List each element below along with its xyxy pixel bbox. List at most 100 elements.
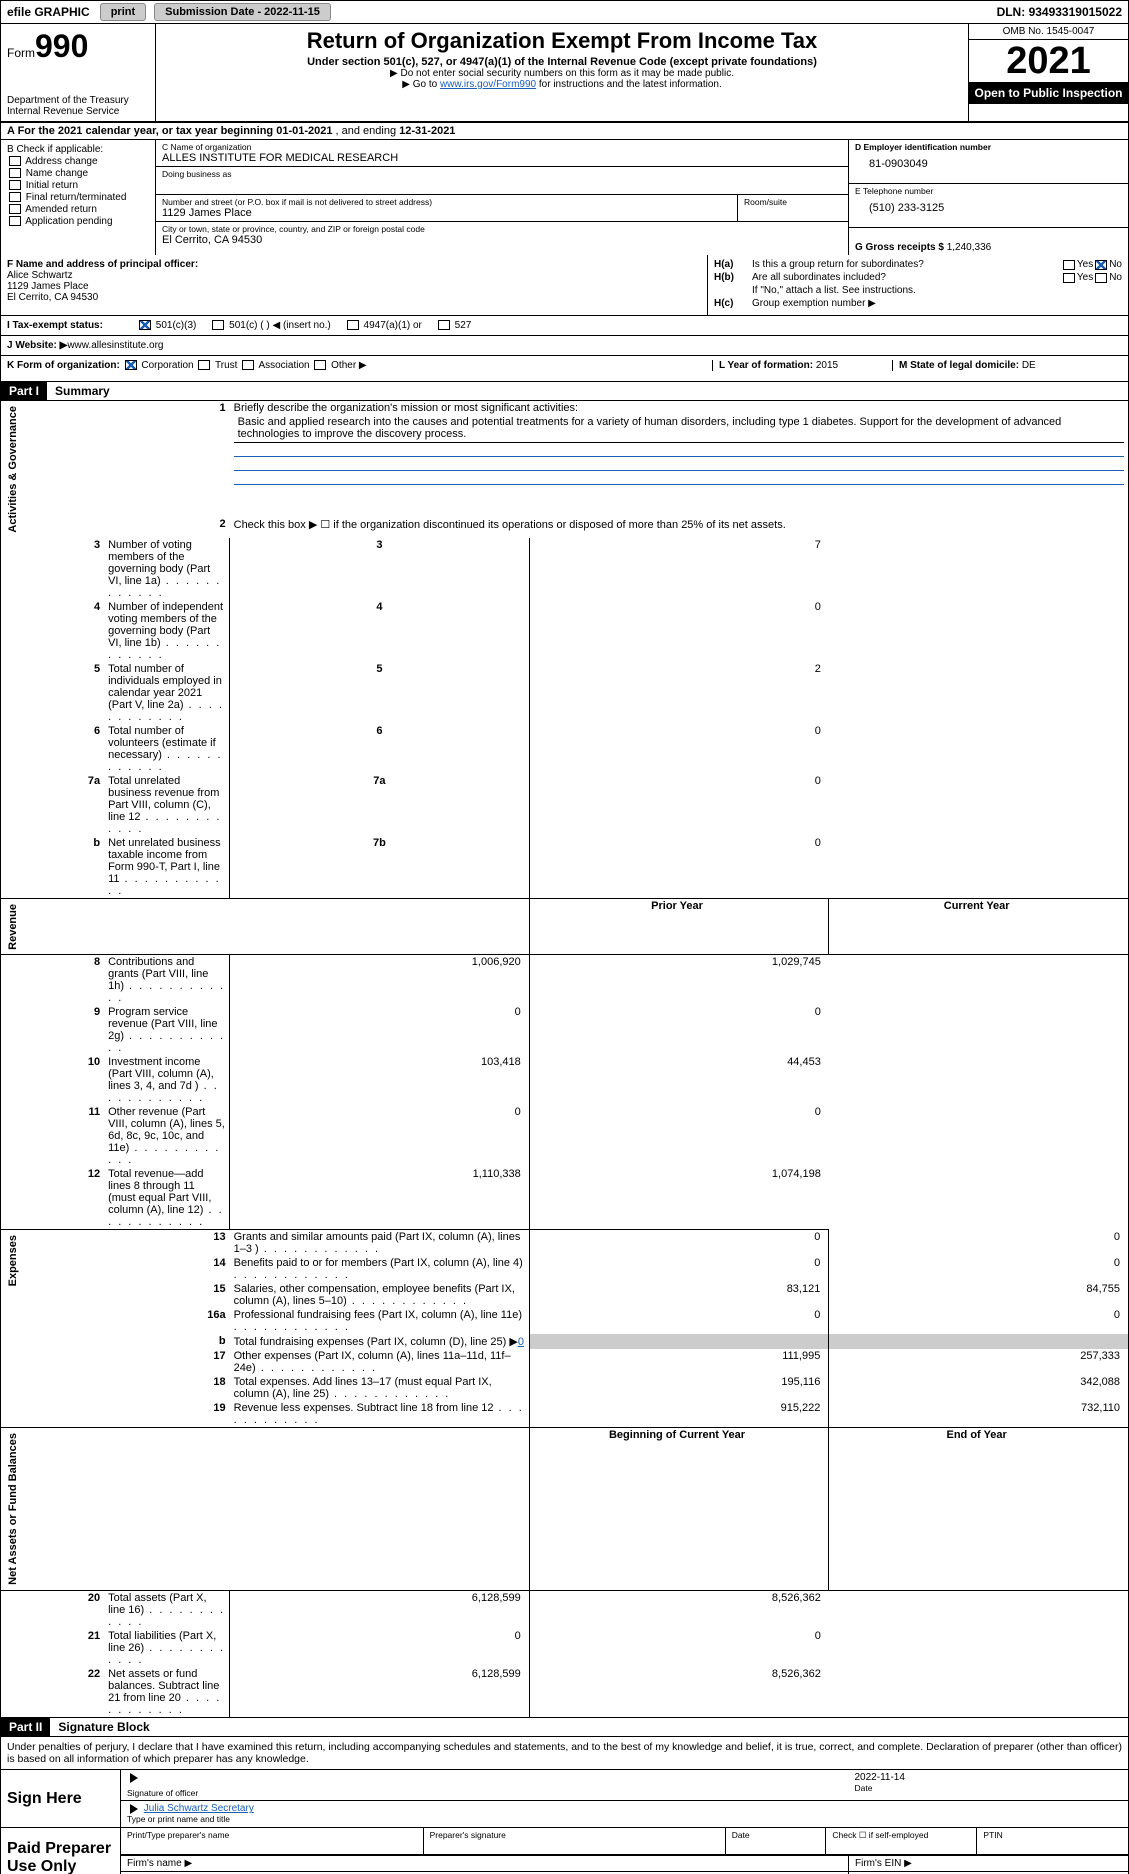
checkbox-icon[interactable] bbox=[1063, 273, 1075, 283]
opt-label: 4947(a)(1) or bbox=[364, 320, 422, 331]
year-formation-label: L Year of formation: bbox=[719, 360, 816, 371]
line-num: 19 bbox=[104, 1401, 230, 1428]
checkbox-icon[interactable] bbox=[198, 360, 210, 370]
state-domicile: DE bbox=[1022, 360, 1036, 371]
chk-label: Initial return bbox=[26, 180, 78, 191]
line-text: Number of voting members of the governin… bbox=[104, 538, 230, 600]
opt-501c[interactable]: 501(c) ( ) ◀ (insert no.) bbox=[210, 320, 330, 331]
header-left: Form990 Department of the Treasury Inter… bbox=[1, 24, 156, 121]
curr-val: 0 bbox=[529, 1105, 829, 1167]
arrow-icon bbox=[130, 1804, 138, 1814]
chk-final[interactable]: Final return/terminated bbox=[7, 192, 149, 203]
prior-val: 83,121 bbox=[529, 1282, 829, 1308]
blank bbox=[104, 1428, 529, 1591]
chk-initial[interactable]: Initial return bbox=[7, 180, 149, 191]
checkbox-icon bbox=[9, 168, 21, 178]
table-row: Expenses 13 Grants and similar amounts p… bbox=[1, 1230, 1129, 1257]
line-num: 15 bbox=[104, 1282, 230, 1308]
org-name: ALLES INSTITUTE FOR MEDICAL RESEARCH bbox=[162, 152, 842, 164]
checkbox-icon[interactable] bbox=[1063, 260, 1075, 270]
opt-trust: Trust bbox=[215, 360, 237, 371]
submission-date: 2022-11-15 bbox=[264, 6, 320, 18]
chk-pending[interactable]: Application pending bbox=[7, 216, 149, 227]
prep-date-cell: Date bbox=[725, 1828, 826, 1855]
checkbox-icon[interactable] bbox=[1095, 260, 1107, 270]
line-num: 4 bbox=[1, 600, 105, 662]
line-text: Program service revenue (Part VIII, line… bbox=[104, 1005, 230, 1055]
table-row: 22 Net assets or fund balances. Subtract… bbox=[1, 1667, 1129, 1718]
street-box: Number and street (or P.O. box if mail i… bbox=[156, 195, 738, 222]
section-bcd: B Check if applicable: Address change Na… bbox=[0, 140, 1129, 255]
curr-val: 0 bbox=[829, 1230, 1129, 1257]
hb-note: If "No," attach a list. See instructions… bbox=[714, 285, 1122, 296]
k-right: M State of legal domicile: DE bbox=[892, 360, 1122, 371]
part1-label: Part I bbox=[1, 382, 47, 400]
line-val: 0 bbox=[529, 774, 829, 836]
checkbox-icon[interactable] bbox=[1095, 273, 1107, 283]
line-text: Number of independent voting members of … bbox=[104, 600, 230, 662]
line-text: Total fundraising expenses (Part IX, col… bbox=[230, 1334, 530, 1349]
opt-label: 527 bbox=[455, 320, 472, 331]
city-label: City or town, state or province, country… bbox=[162, 224, 842, 234]
line-text: Total revenue—add lines 8 through 11 (mu… bbox=[104, 1167, 230, 1230]
chk-label: Amended return bbox=[25, 204, 97, 215]
table-row: 21 Total liabilities (Part X, line 26) 0… bbox=[1, 1629, 1129, 1667]
side-activities: Activities & Governance bbox=[1, 401, 105, 538]
tel-box: E Telephone number (510) 233-3125 bbox=[849, 184, 1128, 228]
org-name-label: C Name of organization bbox=[162, 142, 842, 152]
line-text: Salaries, other compensation, employee b… bbox=[230, 1282, 530, 1308]
chk-label: Name change bbox=[26, 168, 88, 179]
side-expenses: Expenses bbox=[1, 1230, 105, 1428]
line-num: 8 bbox=[1, 955, 105, 1006]
ptin-cell: PTIN bbox=[977, 1828, 1128, 1855]
sig-officer-label: Signature of officer bbox=[127, 1788, 843, 1798]
omb-number: OMB No. 1545-0047 bbox=[969, 24, 1128, 40]
form-org-label: K Form of organization: bbox=[7, 360, 120, 371]
checkbox-icon[interactable] bbox=[242, 360, 254, 370]
row-i: I Tax-exempt status: 501(c)(3) 501(c) ( … bbox=[0, 316, 1129, 336]
line-text: Net assets or fund balances. Subtract li… bbox=[104, 1667, 230, 1718]
line-text: Total number of individuals employed in … bbox=[104, 662, 230, 724]
side-netassets: Net Assets or Fund Balances bbox=[1, 1428, 105, 1591]
opt-501c3[interactable]: 501(c)(3) bbox=[137, 320, 196, 331]
prep-date-label: Date bbox=[732, 1830, 750, 1840]
table-row: 14 Benefits paid to or for members (Part… bbox=[1, 1256, 1129, 1282]
line-box: 6 bbox=[230, 724, 530, 774]
dln-value: 93493319015022 bbox=[1029, 5, 1122, 19]
row-a-pre: A For the 2021 calendar year, or tax yea… bbox=[7, 125, 276, 137]
hdr-rev: Revenue Prior Year Current Year bbox=[1, 898, 1129, 955]
chk-name[interactable]: Name change bbox=[7, 168, 149, 179]
officer-name: Alice Schwartz bbox=[7, 270, 73, 281]
line-text: Total unrelated business revenue from Pa… bbox=[104, 774, 230, 836]
table-row: 4 Number of independent voting members o… bbox=[1, 600, 1129, 662]
submission-button[interactable]: Submission Date - 2022-11-15 bbox=[154, 3, 331, 21]
fundraising-link[interactable]: 0 bbox=[518, 1336, 524, 1348]
opt-4947[interactable]: 4947(a)(1) or bbox=[345, 320, 422, 331]
ein-label: D Employer identification number bbox=[855, 142, 1122, 152]
ha-label: H(a) bbox=[714, 259, 752, 270]
chk-amended[interactable]: Amended return bbox=[7, 204, 149, 215]
self-emp-label: Check ☐ if self-employed bbox=[832, 1830, 928, 1840]
officer-name-link[interactable]: Julia Schwartz Secretary bbox=[144, 1803, 254, 1814]
line-num: 3 bbox=[1, 538, 105, 600]
checkbox-icon[interactable] bbox=[125, 360, 137, 370]
col-h: H(a) Is this a group return for subordin… bbox=[708, 255, 1128, 315]
line-text: Net unrelated business taxable income fr… bbox=[104, 836, 230, 899]
chk-address[interactable]: Address change bbox=[7, 156, 149, 167]
prep-row3: Firm's address ▶ Phone no. bbox=[1, 1872, 1129, 1874]
grey-cell bbox=[529, 1334, 829, 1349]
prior-val: 6,128,599 bbox=[230, 1667, 530, 1718]
opt-527[interactable]: 527 bbox=[436, 320, 471, 331]
checkbox-icon[interactable] bbox=[314, 360, 326, 370]
state-domicile-label: M State of legal domicile: bbox=[899, 360, 1022, 371]
prior-val: 0 bbox=[230, 1629, 530, 1667]
type-label: Type or print name and title bbox=[127, 1814, 230, 1824]
curr-val: 257,333 bbox=[829, 1349, 1129, 1375]
irs-link[interactable]: www.irs.gov/Form990 bbox=[440, 79, 536, 90]
tel-value: (510) 233-3125 bbox=[855, 196, 1122, 214]
print-button[interactable]: print bbox=[100, 3, 146, 21]
line-num: 13 bbox=[104, 1230, 230, 1257]
curr-val: 732,110 bbox=[829, 1401, 1129, 1428]
checkbox-icon bbox=[139, 320, 151, 330]
checkbox-icon bbox=[9, 180, 21, 190]
